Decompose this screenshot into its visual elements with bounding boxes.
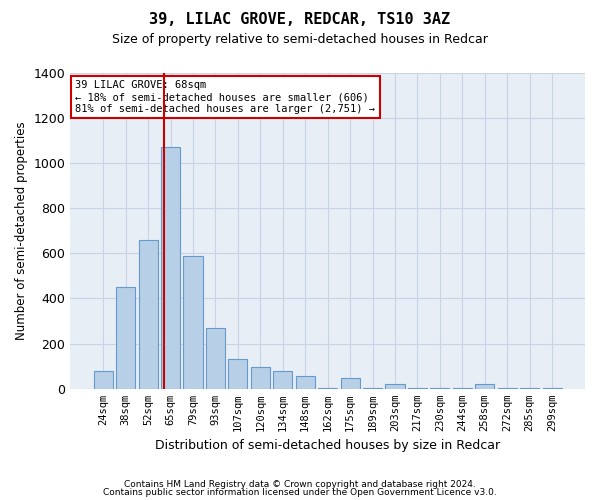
Bar xyxy=(542,388,562,389)
Bar xyxy=(341,378,359,389)
Bar xyxy=(161,147,180,389)
Bar xyxy=(184,256,203,389)
Bar xyxy=(116,287,135,389)
Bar xyxy=(475,384,494,389)
Bar xyxy=(408,388,427,389)
Bar xyxy=(94,370,113,389)
Bar xyxy=(497,388,517,389)
Bar xyxy=(430,388,449,389)
X-axis label: Distribution of semi-detached houses by size in Redcar: Distribution of semi-detached houses by … xyxy=(155,440,500,452)
Bar xyxy=(229,360,247,389)
Text: Size of property relative to semi-detached houses in Redcar: Size of property relative to semi-detach… xyxy=(112,32,488,46)
Bar xyxy=(363,388,382,389)
Bar xyxy=(206,328,225,389)
Text: 39 LILAC GROVE: 68sqm
← 18% of semi-detached houses are smaller (606)
81% of sem: 39 LILAC GROVE: 68sqm ← 18% of semi-deta… xyxy=(76,80,376,114)
Bar xyxy=(139,240,158,389)
Bar xyxy=(251,368,270,389)
Y-axis label: Number of semi-detached properties: Number of semi-detached properties xyxy=(15,122,28,340)
Bar xyxy=(318,388,337,389)
Text: Contains HM Land Registry data © Crown copyright and database right 2024.: Contains HM Land Registry data © Crown c… xyxy=(124,480,476,489)
Bar xyxy=(453,388,472,389)
Text: Contains public sector information licensed under the Open Government Licence v3: Contains public sector information licen… xyxy=(103,488,497,497)
Bar xyxy=(296,376,315,389)
Bar xyxy=(385,384,404,389)
Text: 39, LILAC GROVE, REDCAR, TS10 3AZ: 39, LILAC GROVE, REDCAR, TS10 3AZ xyxy=(149,12,451,28)
Bar xyxy=(520,388,539,389)
Bar xyxy=(273,370,292,389)
